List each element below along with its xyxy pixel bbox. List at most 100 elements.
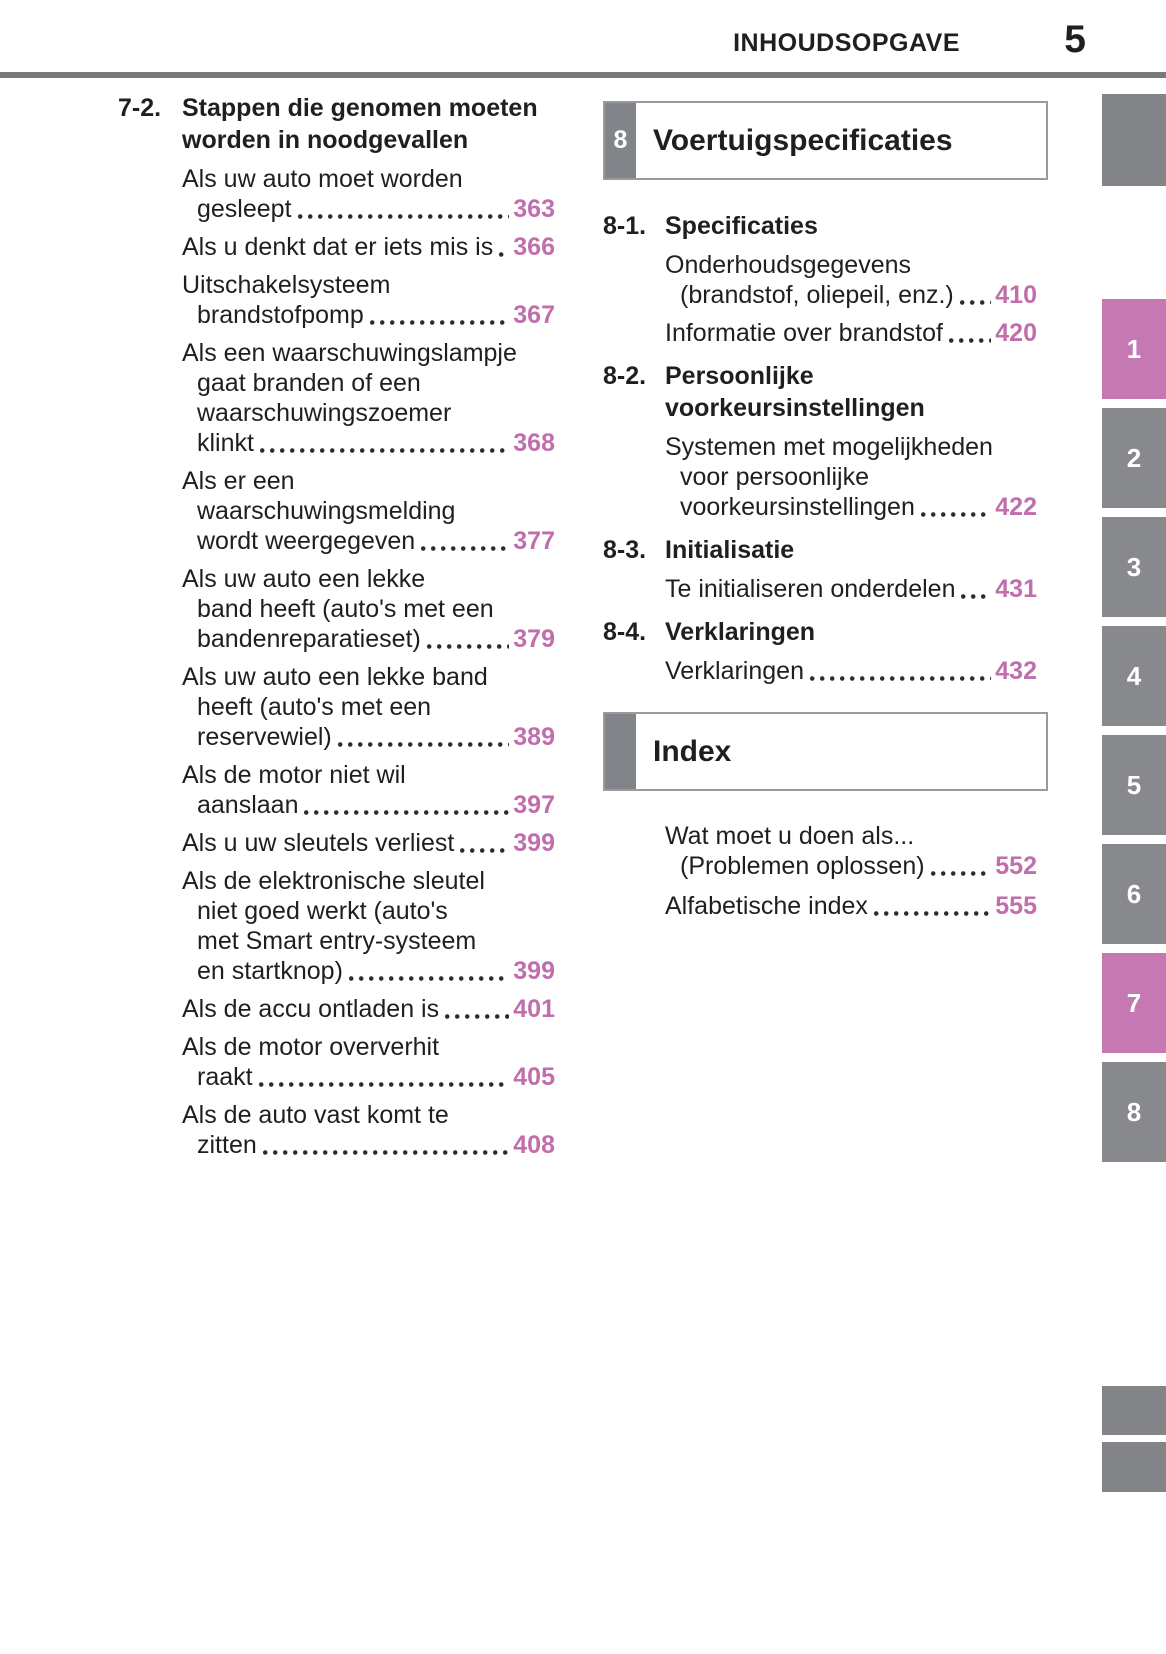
toc-entry-line: voorkeursinstellingen 422 bbox=[665, 492, 1037, 522]
toc-entry[interactable]: Als de auto vast komt te zitten 408 bbox=[182, 1100, 555, 1160]
section-title: Initialisatie bbox=[665, 534, 794, 566]
section-heading[interactable]: 8-4. Verklaringen bbox=[603, 616, 1048, 648]
section-heading[interactable]: 7-2. Stappen die genomen moeten worden in … bbox=[118, 92, 555, 156]
toc-entry-text: Onderhoudsgegevens bbox=[665, 251, 912, 279]
toc-entry[interactable]: Als uw auto een lekke band heeft (auto's … bbox=[182, 564, 555, 654]
toc-entry[interactable]: Als u denkt dat er iets mis is 366 bbox=[182, 232, 555, 262]
section-title-line: Stappen die genomen moeten bbox=[182, 94, 538, 122]
toc-entry[interactable]: Als de elektronische sleutel niet goed we… bbox=[182, 866, 555, 986]
page-ref[interactable]: 389 bbox=[513, 723, 555, 751]
section-heading[interactable]: 8-1. Specificaties bbox=[603, 210, 1048, 242]
side-tab-4[interactable]: 4 bbox=[1102, 626, 1166, 726]
page-ref[interactable]: 555 bbox=[995, 892, 1037, 920]
toc-entry-text: Uitschakelsysteem bbox=[182, 271, 391, 299]
page-ref[interactable]: 399 bbox=[513, 829, 555, 857]
toc-entry-line: reservewiel) 389 bbox=[182, 722, 555, 752]
toc-entry[interactable]: Als uw auto moet worden gesleept 363 bbox=[182, 164, 555, 224]
toc-entry[interactable]: Als een waarschuwingslampje gaat branden … bbox=[182, 338, 555, 458]
toc-entry-line: band heeft (auto's met een bbox=[182, 594, 555, 624]
toc-entry-text: Als de accu ontladen is bbox=[182, 995, 440, 1023]
dot-leader bbox=[426, 644, 510, 649]
index-entries: Wat moet u doen als... (Problemen oplosse… bbox=[603, 821, 1048, 921]
header-rule bbox=[0, 72, 1166, 78]
toc-entry[interactable]: Als de accu ontladen is 401 bbox=[182, 994, 555, 1024]
dot-leader bbox=[920, 512, 992, 517]
toc-entry[interactable]: Uitschakelsysteem brandstofpomp 367 bbox=[182, 270, 555, 330]
page-ref[interactable]: 405 bbox=[513, 1063, 555, 1091]
section-number: 8-2. bbox=[603, 362, 647, 390]
toc-entry[interactable]: Systemen met mogelijkheden voor persoonli… bbox=[665, 432, 1037, 522]
toc-entry-line: (brandstof, oliepeil, enz.) 410 bbox=[665, 280, 1037, 310]
chapter-title: Voertuigspecificaties bbox=[653, 123, 953, 157]
toc-entry[interactable]: Als de motor oververhit raakt 405 bbox=[182, 1032, 555, 1092]
toc-entry[interactable]: Als er een waarschuwingsmelding wordt weer… bbox=[182, 466, 555, 556]
section-heading[interactable]: 8-2. Persoonlijke voorkeursinstellingen bbox=[603, 360, 1048, 424]
section-number: 7-2. bbox=[118, 94, 162, 122]
side-tab-3[interactable]: 3 bbox=[1102, 517, 1166, 617]
toc-entry-line: niet goed werkt (auto's bbox=[182, 896, 555, 926]
toc-entry-text: raakt bbox=[197, 1063, 253, 1091]
dot-leader bbox=[959, 300, 992, 305]
chapter-number-badge: 8 bbox=[605, 103, 636, 178]
section-heading[interactable]: 8-3. Initialisatie bbox=[603, 534, 1048, 566]
page-ref[interactable]: 431 bbox=[995, 575, 1037, 603]
side-tab-8[interactable]: 8 bbox=[1102, 1062, 1166, 1162]
page-ref[interactable]: 379 bbox=[513, 625, 555, 653]
toc-entry[interactable]: Informatie over brandstof 420 bbox=[665, 318, 1037, 348]
toc-entry-text: band heeft (auto's met een bbox=[197, 595, 494, 623]
page-ref[interactable]: 432 bbox=[995, 657, 1037, 685]
side-tab-6[interactable]: 6 bbox=[1102, 844, 1166, 944]
page-ref[interactable]: 422 bbox=[995, 493, 1037, 521]
toc-entry[interactable]: Onderhoudsgegevens (brandstof, oliepeil, … bbox=[665, 250, 1037, 310]
header-title: INHOUDSOPGAVE bbox=[733, 29, 960, 57]
toc-entry-line: Als uw auto een lekke bbox=[182, 564, 555, 594]
section-title: Specificaties bbox=[665, 210, 818, 242]
dot-leader bbox=[460, 848, 510, 853]
toc-entry[interactable]: Te initialiseren onderdelen 431 bbox=[665, 574, 1037, 604]
page-ref[interactable]: 552 bbox=[995, 852, 1037, 880]
index-box[interactable]: Index bbox=[603, 712, 1048, 791]
section-title-line: Specificaties bbox=[665, 212, 818, 240]
toc-entry-text: waarschuwingszoemer bbox=[197, 399, 452, 427]
page-ref[interactable]: 410 bbox=[995, 281, 1037, 309]
toc-entry[interactable]: Verklaringen 432 bbox=[665, 656, 1037, 686]
page-ref[interactable]: 367 bbox=[513, 301, 555, 329]
tab-marker-bottom-1 bbox=[1102, 1386, 1166, 1435]
toc-entry[interactable]: Alfabetische index 555 bbox=[665, 891, 1037, 921]
toc-entry[interactable]: Als u uw sleutels verliest 399 bbox=[182, 828, 555, 858]
toc-entry-text: Systemen met mogelijkheden bbox=[665, 433, 993, 461]
page-ref[interactable]: 377 bbox=[513, 527, 555, 555]
side-tab-2[interactable]: 2 bbox=[1102, 408, 1166, 508]
index-badge bbox=[605, 714, 636, 789]
toc-entry[interactable]: Als de motor niet wil aanslaan 397 bbox=[182, 760, 555, 820]
toc-entry-line: Als er een bbox=[182, 466, 555, 496]
side-tab-7[interactable]: 7 bbox=[1102, 953, 1166, 1053]
toc-entry[interactable]: Als uw auto een lekke band heeft (auto's … bbox=[182, 662, 555, 752]
page-ref[interactable]: 420 bbox=[995, 319, 1037, 347]
page-ref[interactable]: 368 bbox=[513, 429, 555, 457]
page-ref[interactable]: 363 bbox=[513, 195, 555, 223]
page-ref[interactable]: 401 bbox=[513, 995, 555, 1023]
toc-entry-text: Informatie over brandstof bbox=[665, 319, 943, 347]
dot-leader bbox=[948, 338, 992, 343]
toc-entry[interactable]: Wat moet u doen als... (Problemen oplosse… bbox=[665, 821, 1037, 881]
toc-entry-line: gaat branden of een bbox=[182, 368, 555, 398]
toc-entry-line: Als u uw sleutels verliest 399 bbox=[182, 828, 555, 858]
dot-leader bbox=[259, 448, 510, 453]
toc-entry-line: Informatie over brandstof 420 bbox=[665, 318, 1037, 348]
page-ref[interactable]: 397 bbox=[513, 791, 555, 819]
toc-entry-line: heeft (auto's met een bbox=[182, 692, 555, 722]
toc-entry-line: Als de motor oververhit bbox=[182, 1032, 555, 1062]
toc-section: 8-1. Specificaties Onderhoudsgegevens (bran… bbox=[603, 210, 1048, 348]
dot-leader bbox=[873, 911, 992, 916]
toc-entry-line: raakt 405 bbox=[182, 1062, 555, 1092]
dot-leader bbox=[337, 742, 510, 747]
page-ref[interactable]: 366 bbox=[513, 233, 555, 261]
toc-right-column: 8 Voertuigspecificaties 8-1. Specificatie… bbox=[603, 101, 1048, 921]
side-tab-5[interactable]: 5 bbox=[1102, 735, 1166, 835]
page-ref[interactable]: 408 bbox=[513, 1131, 555, 1159]
side-tab-1[interactable]: 1 bbox=[1102, 299, 1166, 399]
chapter-8-box[interactable]: 8 Voertuigspecificaties bbox=[603, 101, 1048, 180]
page-ref[interactable]: 399 bbox=[513, 957, 555, 985]
dot-leader bbox=[421, 546, 510, 551]
